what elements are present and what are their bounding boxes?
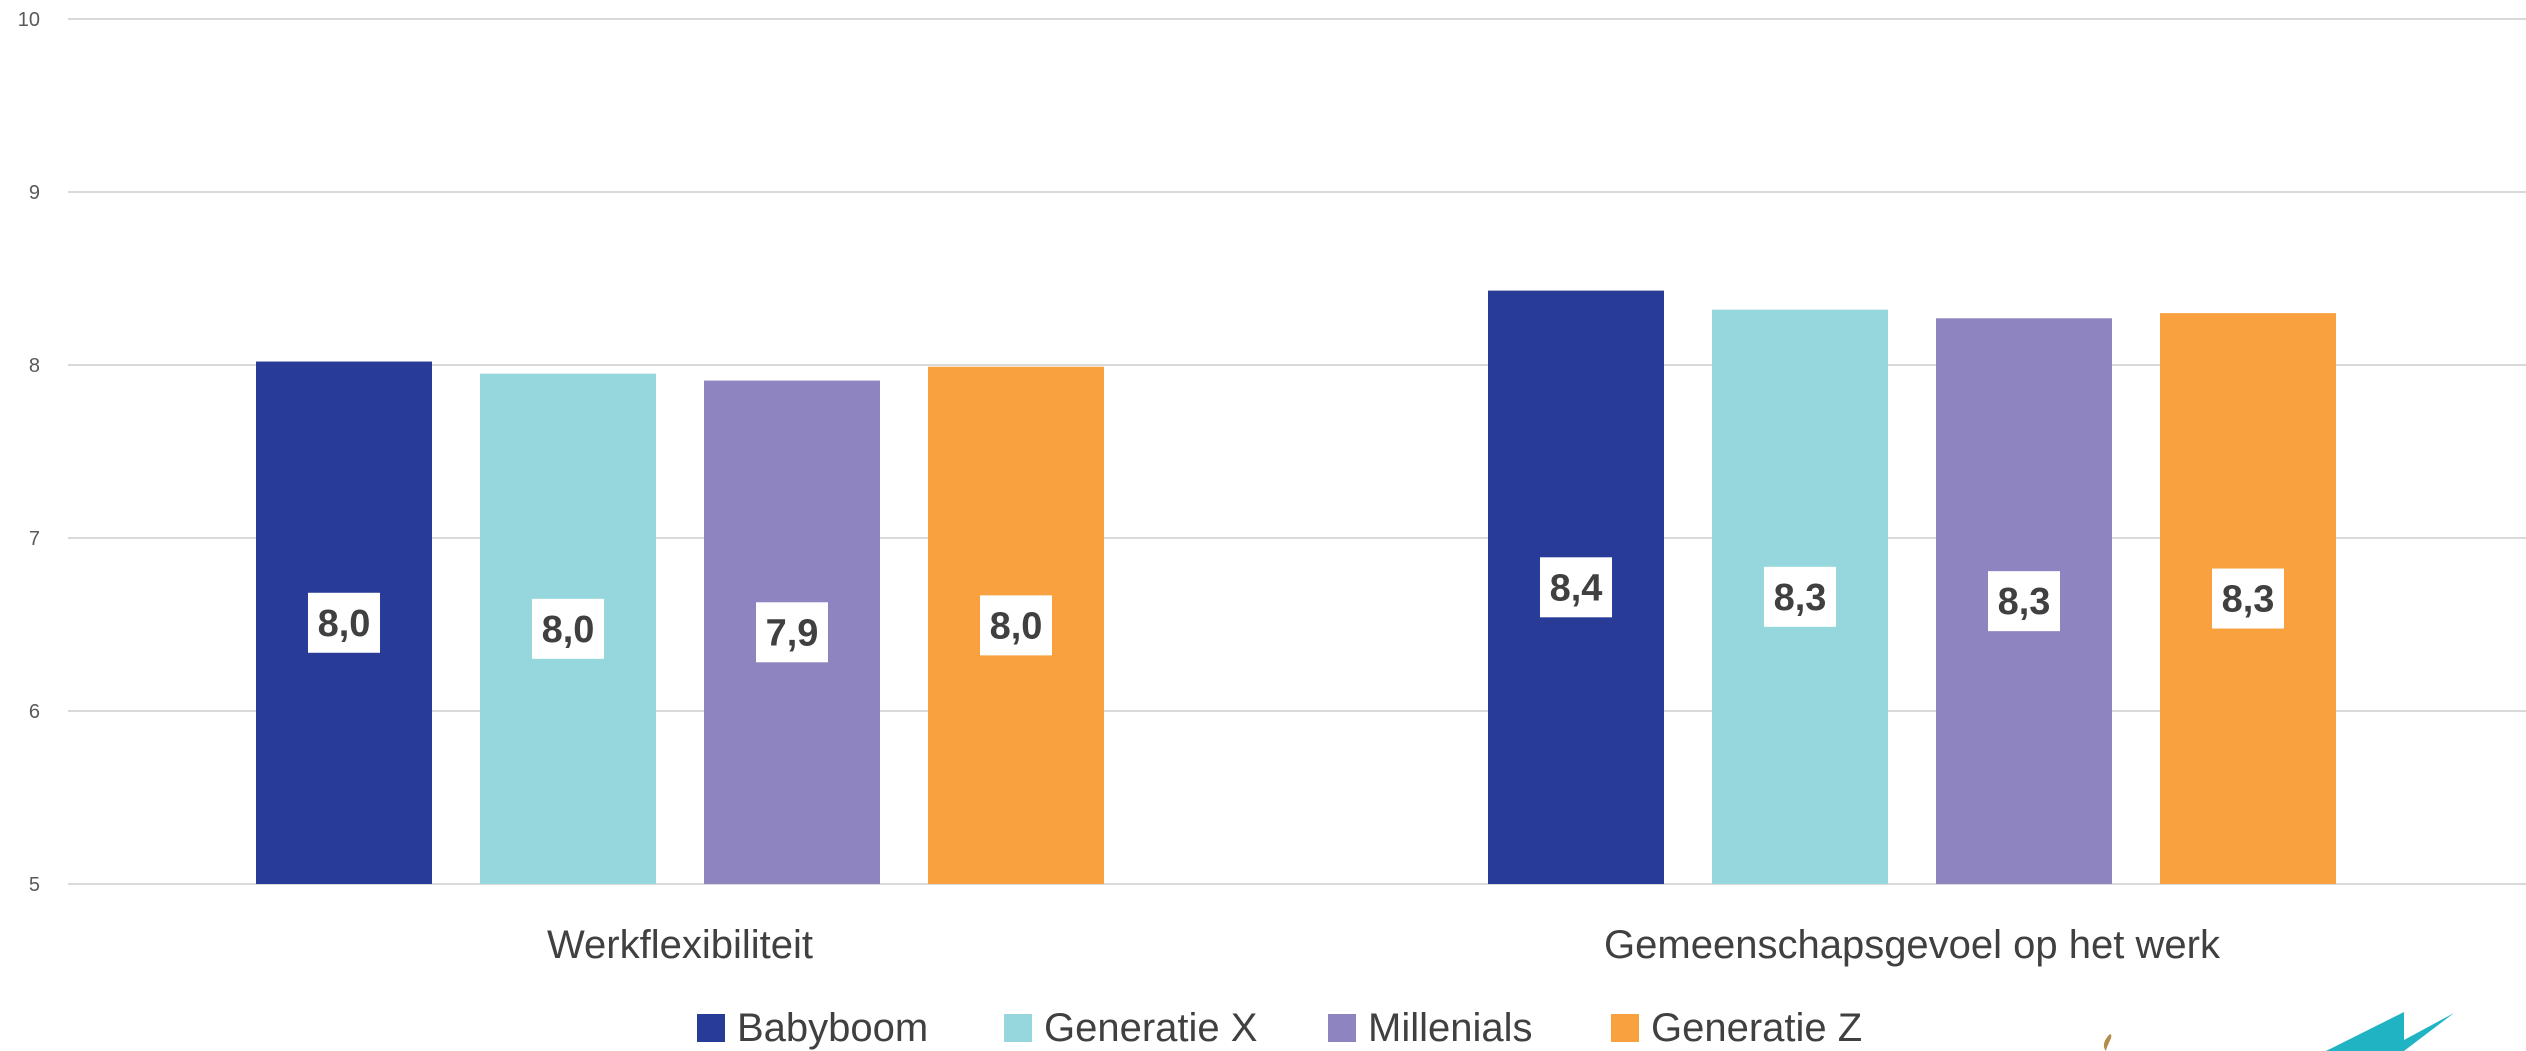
x-category-label: Werkflexibiliteit xyxy=(547,923,813,967)
x-category-label: Gemeenschapsgevoel op het werk xyxy=(1604,923,2221,967)
data-label-box xyxy=(1540,557,1612,618)
data-label: 8,4 xyxy=(1550,567,1603,609)
y-tick-label: 10 xyxy=(18,9,40,31)
data-label: 8,0 xyxy=(990,605,1043,647)
legend-swatch xyxy=(697,1014,725,1042)
legend-label: Millenials xyxy=(1368,1006,1533,1050)
data-label: 8,3 xyxy=(2222,579,2275,621)
legend-label: Generatie Z xyxy=(1651,1006,1862,1050)
data-label-box xyxy=(308,592,380,653)
legend-label: Generatie X xyxy=(1044,1006,1257,1050)
data-labels: 8,0 8,0 7,9 8,0 8,4 8,3 8,3 8,3 xyxy=(308,557,2284,663)
data-label: 7,9 xyxy=(766,612,819,654)
legend-swatch xyxy=(1328,1014,1356,1042)
legend: Babyboom Generatie X Millenials Generatie Z xyxy=(697,1006,1862,1050)
legend-swatch xyxy=(1004,1014,1032,1042)
data-label: 8,3 xyxy=(1774,577,1827,619)
legend-swatch xyxy=(1611,1014,1639,1042)
logo-teal-shape xyxy=(2326,1012,2404,1051)
gridlines xyxy=(68,18,2526,885)
logo-triangle-shape xyxy=(2404,1013,2454,1051)
logo-decoration xyxy=(2103,1012,2454,1051)
data-label: 8,0 xyxy=(542,609,595,651)
data-label-box xyxy=(1764,566,1836,627)
y-tick-label: 5 xyxy=(29,874,40,896)
data-label-box xyxy=(2212,568,2284,629)
data-label-box xyxy=(532,598,604,659)
y-tick-label: 8 xyxy=(29,355,40,377)
data-label: 8,0 xyxy=(318,603,371,645)
data-label-box xyxy=(1988,571,2060,632)
data-label: 8,3 xyxy=(1998,581,2051,623)
y-tick-label: 7 xyxy=(29,528,40,550)
y-tick-label: 6 xyxy=(29,701,40,723)
axis-labels: 5 6 7 8 9 10 Werkflexibiliteit Gemeenschapsgevo… xyxy=(18,9,2221,967)
legend-label: Babyboom xyxy=(737,1006,928,1050)
data-label-box xyxy=(980,595,1052,656)
y-tick-label: 9 xyxy=(29,182,40,204)
data-label-box xyxy=(756,602,828,663)
logo-small-mark xyxy=(2103,1034,2112,1051)
